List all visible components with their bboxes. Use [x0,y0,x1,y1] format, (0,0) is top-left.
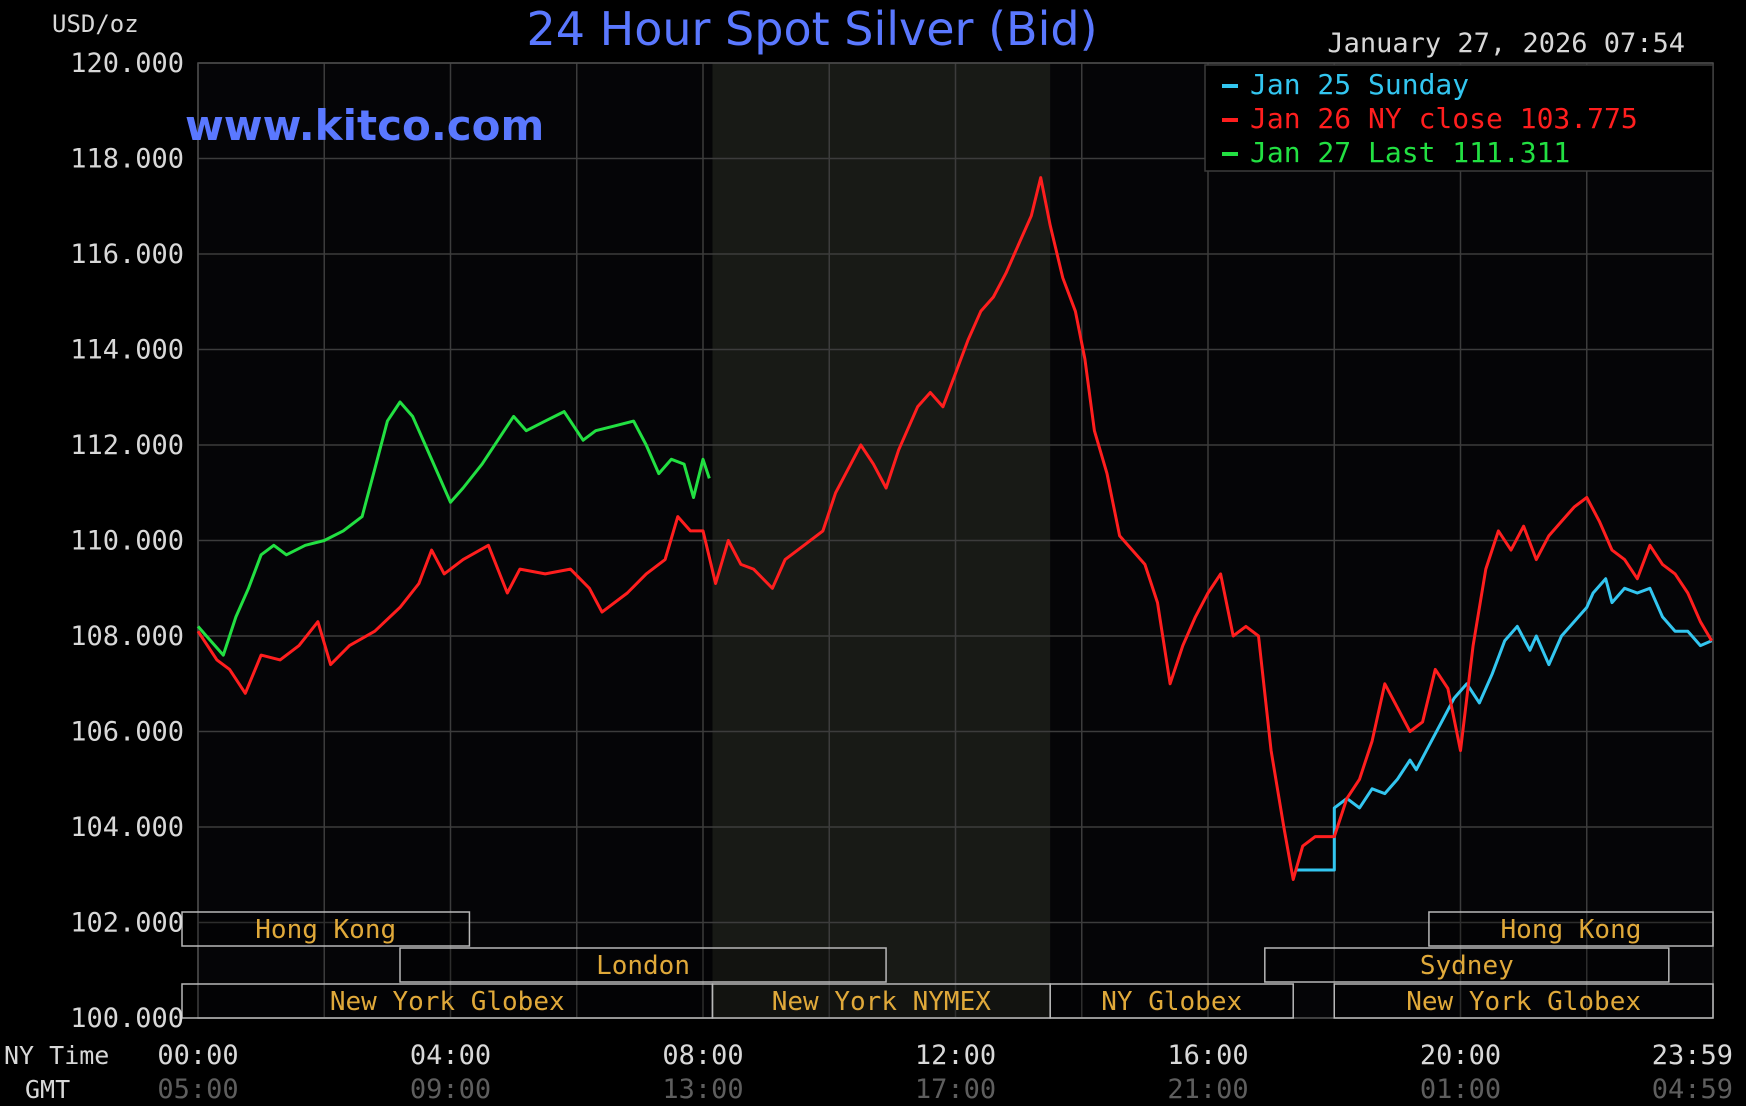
legend-label: Jan 25 Sunday [1250,68,1469,101]
session-label: NY Globex [1101,987,1242,1017]
x-tick-ny: 16:00 [1167,1040,1248,1071]
x-tick-gmt: 17:00 [915,1074,996,1105]
session-box [1049,983,1294,1019]
x-tick-gmt: 21:00 [1167,1074,1248,1105]
price-series [196,176,1713,881]
session-box [181,983,714,1019]
x-tick-gmt: 09:00 [410,1074,491,1105]
x-tick-gmt: 05:00 [157,1074,238,1105]
x-tick-ny: 04:00 [410,1040,491,1071]
x-tick-ny: 08:00 [662,1040,743,1071]
session-box [1264,947,1670,983]
session-label: New York Globex [330,987,565,1017]
x-tick-gmt: 13:00 [662,1074,743,1105]
legend-box [1204,64,1714,172]
y-tick-label: 112.000 [70,430,184,461]
session-label: Hong Kong [1501,915,1642,945]
y-tick-label: 104.000 [70,812,184,843]
x-tick-ny: 12:00 [915,1040,996,1071]
y-tick-label: 114.000 [70,335,184,366]
session-box [711,983,1051,1019]
y-tick-label: 110.000 [70,526,184,557]
y-tick-label: 100.000 [70,1003,184,1034]
legend-label: Jan 27 Last 111.311 [1250,136,1570,169]
chart-title: 24 Hour Spot Silver (Bid) [526,2,1097,56]
x-tick-ny: 20:00 [1420,1040,1501,1071]
series-line-0 [1296,577,1713,872]
watermark: www.kitco.com [185,101,544,150]
x-tick-gmt: 04:59 [1652,1074,1733,1105]
session-box [1428,911,1714,947]
session-box [1333,983,1714,1019]
ny-time-label: NY Time [4,1041,109,1070]
y-tick-label: 118.000 [70,144,184,175]
session-label: New York Globex [1406,987,1641,1017]
x-tick-ny: 23:59 [1652,1040,1733,1071]
gmt-label: GMT [25,1075,70,1104]
y-tick-label: 120.000 [70,48,184,79]
x-tick-ny: 00:00 [157,1040,238,1071]
trading-sessions: Hong Kong London New York Globex New York N… [181,911,1714,1019]
session-label: New York NYMEX [772,987,991,1017]
session-label: Hong Kong [255,915,396,945]
series-line-2 [196,400,711,657]
session-box [181,911,471,947]
series-line-1 [196,176,1713,881]
unit-label: USD/oz [52,10,139,38]
legend-label: Jan 26 NY close 103.775 [1250,102,1638,135]
x-tick-gmt: 01:00 [1420,1074,1501,1105]
y-tick-label: 116.000 [70,239,184,270]
y-tick-label: 106.000 [70,717,184,748]
grid-lines [197,62,1714,1019]
session-box [399,947,887,983]
y-axis-ticks: 120.000 118.000 116.000 114.000 112.000 110.0… [70,48,184,1034]
session-label: London [596,951,690,981]
y-tick-label: 102.000 [70,908,184,939]
session-label: Sydney [1420,951,1514,981]
timestamp: January 27, 2026 07:54 [1327,28,1685,59]
y-tick-label: 108.000 [70,621,184,652]
